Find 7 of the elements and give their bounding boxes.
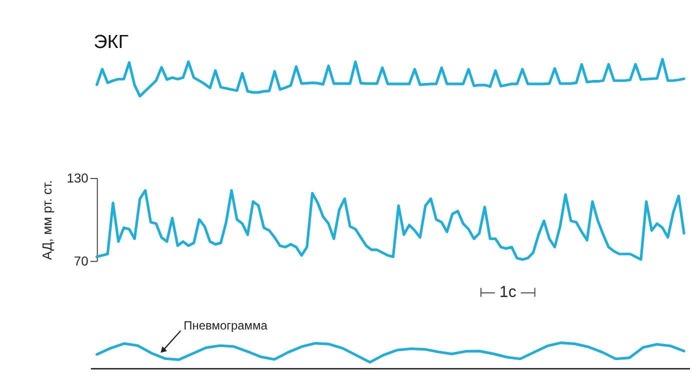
y-axis-title: АД, мм рт. ст.: [40, 180, 55, 260]
text: 1c: [499, 284, 516, 301]
line-series: [96, 189, 686, 261]
chart-title: ЭКГ: [94, 32, 129, 53]
y-tick-label: 70: [74, 253, 88, 268]
text: Пневмограмма: [184, 318, 268, 333]
y-tick-label: 130: [66, 170, 88, 186]
